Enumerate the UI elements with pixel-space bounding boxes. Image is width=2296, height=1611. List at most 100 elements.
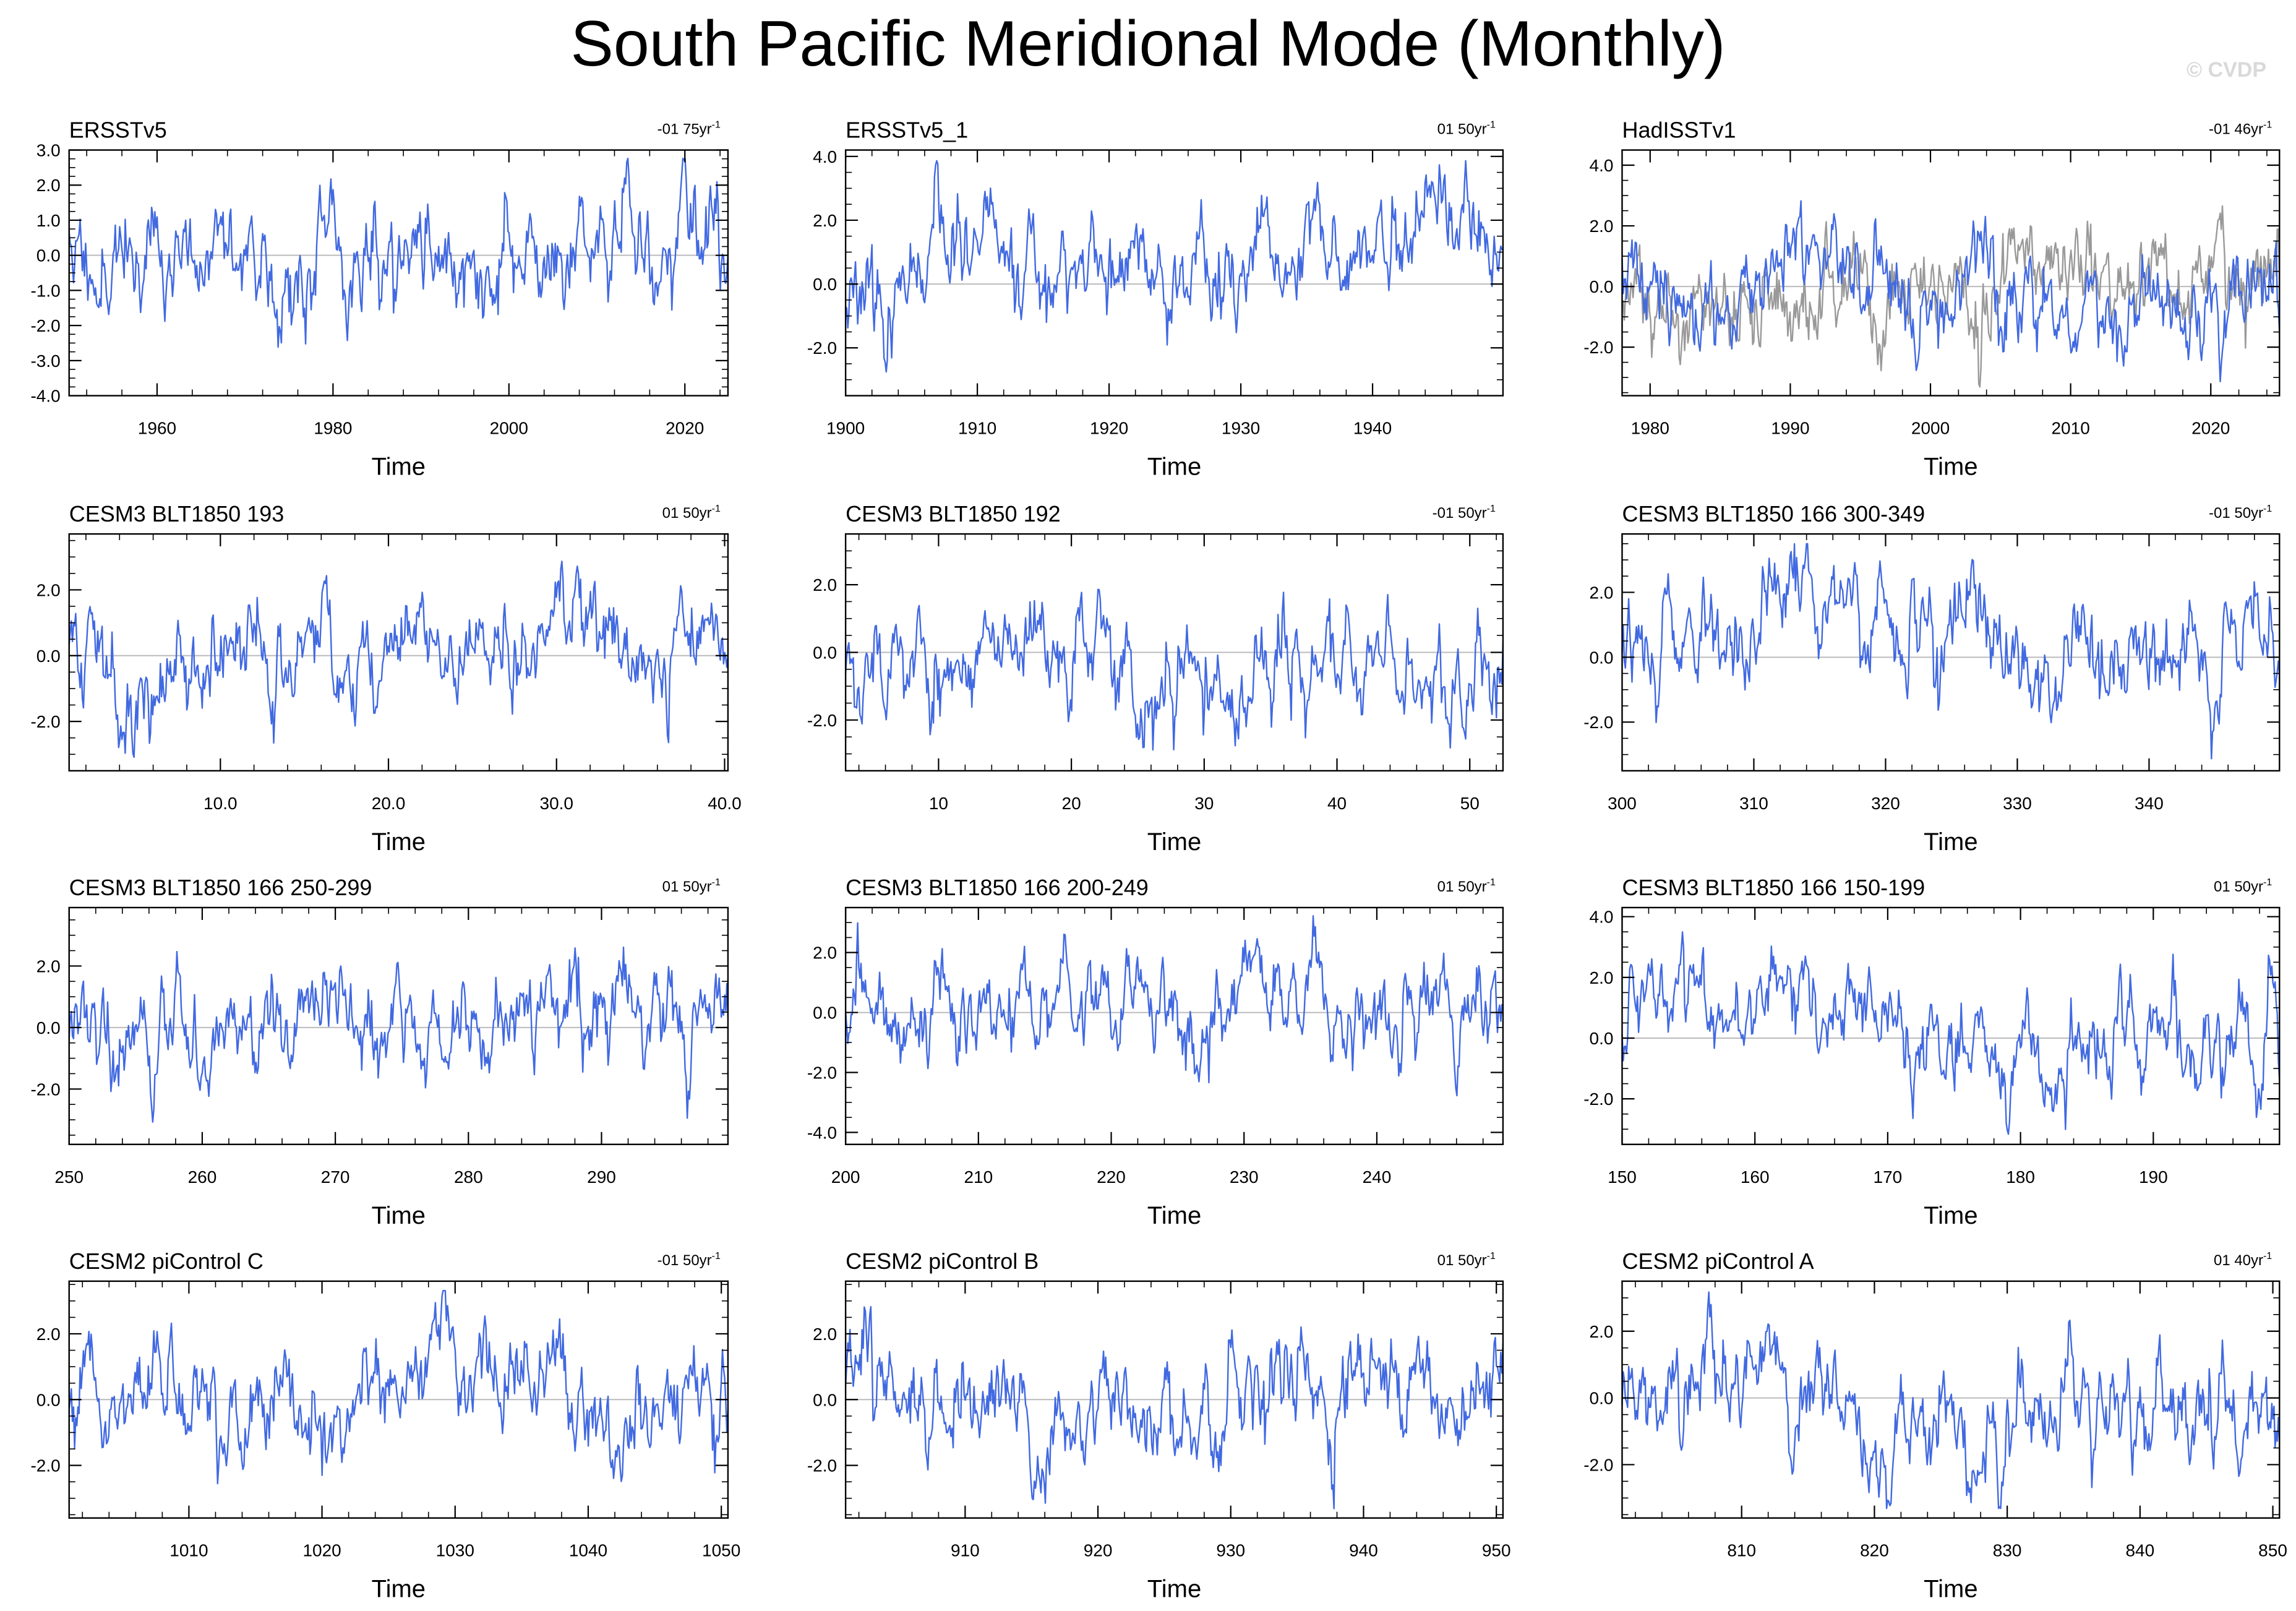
x-tick-label: 260: [188, 1167, 217, 1187]
x-tick-label: 940: [1349, 1541, 1378, 1560]
y-tick-label: 2.0: [1590, 583, 1614, 602]
x-tick-label: 1990: [1771, 419, 1809, 438]
x-tick-label: 20: [1062, 794, 1081, 813]
plot-frame: [844, 906, 1504, 1145]
x-tick-label: 1900: [826, 419, 865, 438]
x-axis-label: Time: [1147, 828, 1201, 856]
y-tick-label: -2.0: [30, 1080, 60, 1099]
y-tick-label: -2.0: [1583, 1089, 1613, 1109]
x-axis-label: Time: [372, 828, 426, 856]
trend-label: 01 50yr-1: [1437, 1251, 1496, 1269]
x-tick-label: 280: [454, 1167, 483, 1187]
panel-title: ERSSTv5_1: [846, 118, 968, 143]
x-tick-label: 180: [2006, 1167, 2035, 1187]
x-tick-label: 340: [2135, 794, 2164, 813]
x-tick-label: 330: [2003, 794, 2032, 813]
y-tick-label: 0.0: [36, 246, 61, 265]
trend-label: 01 50yr-1: [1437, 120, 1496, 138]
panel-title: CESM3 BLT1850 166 200-249: [846, 875, 1149, 900]
x-tick-label: 40.0: [708, 794, 742, 813]
series-line: [844, 588, 1504, 751]
y-tick-label: -2.0: [1583, 713, 1613, 732]
y-tick-label: 4.0: [1590, 908, 1614, 927]
trend-label: -01 50yr-1: [1433, 504, 1496, 522]
x-tick-label: 1960: [138, 419, 176, 438]
y-tick-label: -1.0: [30, 281, 60, 300]
panel-title: CESM3 BLT1850 193: [69, 501, 285, 526]
y-tick-label: 2.0: [813, 1325, 837, 1344]
series-line: [1621, 931, 2281, 1135]
y-tick-label: -2.0: [30, 712, 60, 731]
x-tick-label: 1980: [1631, 419, 1669, 438]
x-tick-label: 830: [1993, 1541, 2022, 1560]
x-tick-label: 150: [1608, 1167, 1637, 1187]
figure-title: South Pacific Meridional Mode (Monthly): [570, 8, 1726, 80]
y-tick-label: -2.0: [1583, 1455, 1613, 1474]
x-tick-label: 40: [1327, 794, 1347, 813]
y-tick-label: -2.0: [807, 1063, 837, 1082]
x-tick-label: 160: [1741, 1167, 1770, 1187]
x-axis-label: Time: [1924, 1576, 1977, 1603]
plot-frame: [844, 149, 1504, 397]
y-tick-label: 4.0: [1590, 156, 1614, 175]
trend-label: 01 50yr-1: [662, 877, 721, 895]
x-tick-label: 2000: [490, 419, 528, 438]
y-tick-label: 2.0: [36, 176, 61, 195]
x-tick-label: 300: [1608, 794, 1637, 813]
y-tick-label: 0.0: [36, 1018, 61, 1037]
panel-1: ERSSTv5 -01 75yr-1 3.0 2.0 1.0 0.0 -1.0 -2.0 -3.…: [30, 118, 729, 481]
x-tick-label: 30.0: [540, 794, 574, 813]
y-tick-label: 2.0: [813, 575, 837, 595]
x-tick-label: 50: [1460, 794, 1480, 813]
plot-frame: [68, 533, 729, 772]
panel-6: CESM3 BLT1850 166 300-349 -01 50yr-1 2.0 0.…: [1583, 501, 2281, 856]
plot-frame: [1621, 149, 2281, 397]
y-tick-label: 0.0: [813, 1003, 837, 1023]
x-tick-label: 290: [587, 1167, 616, 1187]
x-tick-label: 1030: [436, 1541, 474, 1560]
x-tick-label: 2000: [1911, 419, 1950, 438]
x-axis-label: Time: [1924, 828, 1977, 856]
trend-label: -01 50yr-1: [658, 1251, 721, 1269]
x-axis-label: Time: [372, 1202, 426, 1229]
x-tick-label: 930: [1216, 1541, 1245, 1560]
series-line: [1621, 200, 2281, 382]
y-tick-label: 2.0: [1590, 217, 1614, 236]
x-tick-label: 820: [1860, 1541, 1889, 1560]
panel-title: CESM2 piControl C: [69, 1248, 263, 1274]
plot-frame: [1621, 1280, 2281, 1519]
y-tick-label: -4.0: [807, 1123, 837, 1142]
trend-label: -01 46yr-1: [2209, 120, 2272, 138]
x-tick-label: 810: [1727, 1541, 1756, 1560]
y-tick-label: -2.0: [807, 338, 837, 358]
x-tick-label: 2020: [666, 419, 704, 438]
series-line: [68, 1290, 729, 1485]
panel-title: CESM2 piControl A: [1622, 1248, 1814, 1274]
x-tick-label: 1020: [302, 1541, 341, 1560]
y-tick-label: -3.0: [30, 351, 60, 371]
x-tick-label: 270: [321, 1167, 350, 1187]
x-tick-label: 190: [2139, 1167, 2168, 1187]
x-tick-label: 1980: [314, 419, 352, 438]
x-tick-label: 1010: [169, 1541, 208, 1560]
x-axis-label: Time: [1924, 453, 1977, 481]
trend-label: 01 40yr-1: [2214, 1251, 2272, 1269]
trend-label: 01 50yr-1: [1437, 877, 1496, 895]
panel-9: CESM3 BLT1850 166 150-199 01 50yr-1 4.0 2.0…: [1583, 875, 2281, 1229]
x-axis-label: Time: [1147, 453, 1201, 481]
x-tick-label: 950: [1482, 1541, 1511, 1560]
x-tick-label: 210: [964, 1167, 993, 1187]
x-tick-label: 320: [1871, 794, 1900, 813]
x-tick-label: 10: [929, 794, 948, 813]
x-tick-label: 200: [831, 1167, 860, 1187]
y-tick-label: 0.0: [1590, 648, 1614, 667]
y-tick-label: 2.0: [1590, 1322, 1614, 1341]
plot-frame: [1621, 906, 2281, 1145]
panel-title: HadISSTv1: [1622, 118, 1736, 143]
x-tick-label: 1940: [1353, 419, 1392, 438]
x-tick-label: 910: [951, 1541, 980, 1560]
x-tick-label: 850: [2258, 1541, 2287, 1560]
x-tick-label: 1910: [958, 419, 996, 438]
x-tick-label: 310: [1739, 794, 1768, 813]
